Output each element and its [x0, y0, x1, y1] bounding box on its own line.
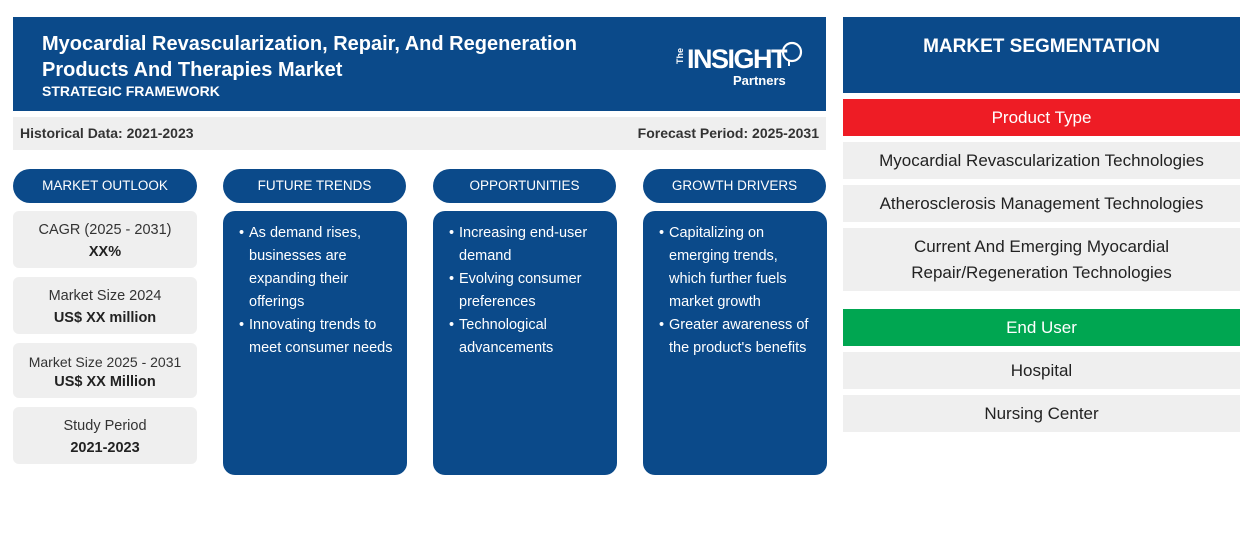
outlook-label: Market Size 2024	[48, 288, 162, 304]
outlook-label: CAGR (2025 - 2031)	[38, 222, 172, 238]
product-type-category: Product Type	[843, 99, 1240, 136]
segment-item: Hospital	[843, 352, 1240, 389]
list-item: Innovating trends to meet consumer needs	[239, 314, 397, 360]
outlook-value: US$ XX million	[53, 310, 157, 326]
outlook-value: US$ XX Million	[54, 374, 156, 390]
end-user-category: End User	[843, 309, 1240, 346]
list-item: Increasing end-user demand	[449, 222, 607, 268]
page-subtitle: STRATEGIC FRAMEWORK	[42, 83, 220, 99]
outlook-card-market-size-forecast: Market Size 2025 - 2031 US$ XX Million	[13, 343, 197, 398]
header-banner	[13, 17, 826, 111]
forecast-period-label: Forecast Period: 2025-2031	[637, 125, 819, 141]
market-segmentation-heading: MARKET SEGMENTATION	[843, 17, 1240, 93]
lightbulb-icon	[781, 41, 803, 66]
outlook-value: 2021-2023	[70, 440, 140, 456]
segment-item: Myocardial Revascularization Technologie…	[843, 142, 1240, 179]
segment-item: Atherosclerosis Management Technologies	[843, 185, 1240, 222]
growth-drivers-heading: GROWTH DRIVERS	[643, 169, 826, 203]
segment-item: Nursing Center	[843, 395, 1240, 432]
outlook-card-study-period: Study Period 2021-2023	[13, 407, 197, 464]
logo-insight-text: INSIGHT	[687, 44, 788, 74]
growth-drivers-list: Capitalizing on emerging trends, which f…	[643, 211, 827, 360]
segment-item: Current And Emerging Myocardial Repair/R…	[843, 228, 1240, 291]
list-item: Capitalizing on emerging trends, which f…	[659, 222, 817, 314]
opportunities-heading: OPPORTUNITIES	[433, 169, 616, 203]
list-item: Technological advancements	[449, 314, 607, 360]
period-bar	[13, 117, 826, 150]
outlook-card-cagr: CAGR (2025 - 2031) XX%	[13, 211, 197, 268]
historical-data-label: Historical Data: 2021-2023	[20, 125, 194, 141]
outlook-card-market-size-2024: Market Size 2024 US$ XX million	[13, 277, 197, 334]
opportunities-list: Increasing end-user demand Evolving cons…	[433, 211, 617, 360]
insight-partners-logo: The INSIGHT Partners	[672, 40, 812, 92]
list-item: Evolving consumer preferences	[449, 268, 607, 314]
growth-drivers-panel: Capitalizing on emerging trends, which f…	[643, 211, 827, 475]
outlook-label: Market Size 2025 - 2031	[28, 354, 182, 370]
outlook-label: Study Period	[63, 418, 147, 434]
page-title: Myocardial Revascularization, Repair, An…	[42, 33, 577, 81]
future-trends-heading: FUTURE TRENDS	[223, 169, 406, 203]
logo-the-text: The	[675, 48, 685, 65]
future-trends-panel: As demand rises, businesses are expandin…	[223, 211, 407, 475]
list-item: Greater awareness of the product's benef…	[659, 314, 817, 360]
future-trends-list: As demand rises, businesses are expandin…	[223, 211, 407, 360]
list-item: As demand rises, businesses are expandin…	[239, 222, 397, 314]
opportunities-panel: Increasing end-user demand Evolving cons…	[433, 211, 617, 475]
market-outlook-heading: MARKET OUTLOOK	[13, 169, 197, 203]
outlook-value: XX%	[88, 244, 122, 260]
logo-partners-text: Partners	[733, 73, 786, 88]
